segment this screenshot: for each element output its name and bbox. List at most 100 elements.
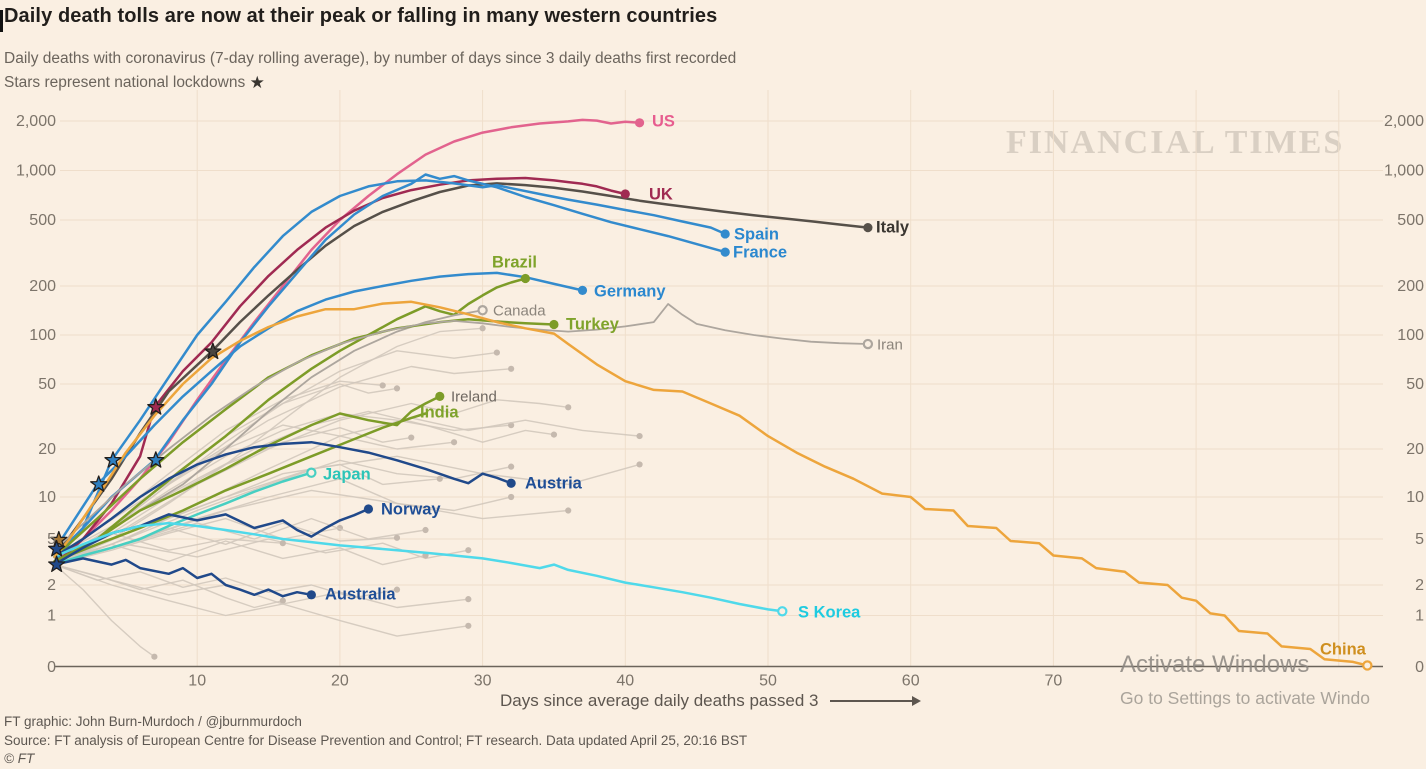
series-label-japan: Japan (323, 466, 371, 484)
lockdown-star-icon (48, 555, 66, 573)
activate-windows-line1: Activate Windows (1120, 651, 1310, 678)
background-country-endpoint (408, 434, 415, 441)
background-country-endpoint (508, 493, 515, 501)
lockdown-star-icon (50, 530, 68, 548)
background-country-endpoint (465, 596, 472, 603)
x-axis-tick: 40 (616, 673, 634, 690)
series-line-germany (53, 271, 584, 552)
endpoint-dot-canada (477, 305, 488, 316)
series-line-china (53, 300, 1369, 667)
series-label-turkey: Turkey (566, 316, 620, 334)
chart-subtitle: Daily deaths with coronavirus (7-day rol… (4, 47, 736, 95)
background-country-endpoint (450, 439, 458, 446)
y-axis-tick-right: 5 (1415, 531, 1424, 548)
background-country-endpoint (393, 586, 401, 593)
background-country-endpoint (465, 622, 472, 629)
series-label-france: France (733, 244, 787, 262)
background-country-endpoint (636, 461, 643, 468)
y-axis-tick-right: 0 (1415, 659, 1424, 676)
background-country-endpoint (479, 325, 486, 332)
lockdown-star-icon (147, 398, 165, 415)
y-axis-tick-left: 5 (47, 531, 56, 548)
background-country-line (53, 459, 512, 566)
background-country-endpoint (151, 653, 158, 660)
x-axis-tick: 60 (902, 673, 920, 690)
series-label-spain: Spain (734, 226, 779, 244)
arrow-line (830, 700, 913, 702)
y-axis-tick-left: 200 (29, 278, 56, 295)
y-axis-tick-right: 100 (1397, 327, 1424, 344)
y-axis-tick-left: 2 (47, 577, 56, 594)
background-country-line (53, 463, 441, 566)
y-axis-tick-right: 500 (1397, 212, 1424, 229)
series-line-spain (53, 179, 727, 563)
x-axis-tick: 50 (759, 673, 777, 690)
series-line-australia (53, 557, 313, 598)
y-axis-tick-right: 20 (1406, 441, 1424, 458)
series-label-iran: Iran (877, 337, 903, 354)
series-label-germany: Germany (594, 283, 666, 301)
background-country-line (53, 563, 469, 637)
y-axis-tick-right: 1,000 (1384, 163, 1424, 180)
series-line-france (53, 173, 727, 559)
page-title: Daily death tolls are now at their peak … (4, 5, 718, 27)
background-country-endpoint (393, 385, 401, 392)
y-axis-tick-left: 2,000 (16, 113, 56, 130)
y-axis-tick-right: 50 (1406, 376, 1424, 393)
background-country-endpoint (565, 507, 572, 514)
background-country-line (53, 399, 569, 563)
background-country-endpoint (279, 540, 286, 547)
endpoint-dot-turkey (549, 319, 559, 330)
endpoint-dot-ireland (435, 391, 445, 401)
x-axis-tick: 20 (331, 673, 349, 690)
y-axis-tick-right: 2,000 (1384, 113, 1424, 130)
endpoint-dot-iran (862, 338, 874, 350)
y-axis-tick-right: 200 (1397, 278, 1424, 295)
x-axis-tick: 10 (188, 673, 206, 690)
background-country-line (53, 365, 512, 558)
background-country-endpoint (565, 404, 572, 411)
series-label-us: US (652, 113, 675, 131)
endpoint-dot-japan (306, 467, 317, 478)
chart-footer: FT graphic: John Burn-Murdoch / @jburnmu… (4, 713, 747, 769)
background-country-endpoint (508, 365, 515, 372)
endpoint-dot-norway (363, 504, 374, 514)
left-edge-artifact (0, 10, 3, 32)
series-label-china: China (1320, 641, 1367, 659)
series-line-iran (53, 303, 869, 552)
background-country-endpoint (422, 526, 429, 534)
y-axis-tick-left: 50 (38, 376, 56, 393)
series-label-australia: Australia (325, 586, 396, 604)
background-country-endpoint (393, 534, 401, 541)
endpoint-dot-spain (720, 229, 730, 239)
series-label-canada: Canada (493, 303, 546, 320)
background-country-endpoint (436, 475, 443, 482)
footer-source: Source: FT analysis of European Centre f… (4, 732, 748, 748)
y-axis-tick-left: 0 (47, 659, 56, 676)
lockdown-star-icon (48, 539, 66, 557)
activate-windows-watermark: Activate Windows Go to Settings to activ… (1120, 651, 1370, 709)
series-label-italy: Italy (876, 219, 910, 237)
y-axis-tick-left: 100 (29, 327, 56, 344)
series-label-india: India (420, 404, 459, 422)
footer-credit: FT graphic: John Burn-Murdoch / @jburnmu… (4, 714, 302, 729)
lockdown-star-icon (90, 475, 108, 492)
y-axis-tick-right: 10 (1406, 489, 1424, 506)
series-label-s-korea: S Korea (798, 604, 861, 622)
y-axis-tick-left: 10 (38, 489, 56, 506)
x-axis-tick: 70 (1045, 673, 1063, 690)
endpoint-dot-australia (306, 590, 316, 600)
x-axis-label: Days since average daily deaths passed 3 (500, 691, 922, 711)
arrow-right-icon (912, 696, 922, 706)
y-axis-tick-right: 1 (1415, 608, 1424, 625)
endpoint-dot-china (1362, 660, 1373, 671)
footer-copyright: © FT (4, 751, 35, 766)
series-line-india (53, 412, 427, 563)
series-label-brazil: Brazil (492, 254, 537, 272)
series-line-ireland (53, 395, 442, 566)
y-axis-tick-left: 500 (29, 212, 56, 229)
endpoint-dot-uk (620, 189, 630, 199)
series-line-japan (53, 471, 313, 566)
background-country-endpoint (279, 597, 286, 604)
series-label-ireland: Ireland (451, 389, 497, 406)
